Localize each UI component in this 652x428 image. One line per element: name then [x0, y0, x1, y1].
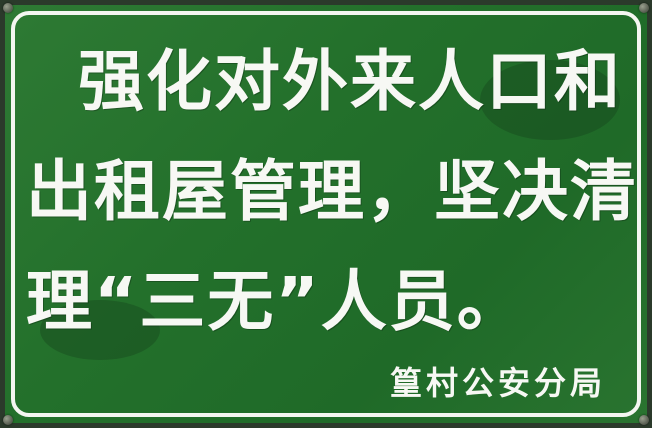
mounting-bolt-top-left	[3, 3, 13, 13]
mounting-bolt-top-right	[639, 3, 649, 13]
mounting-bolt-bottom-right	[639, 415, 649, 425]
sign-text-line-2: 出租屋管理，坚决清	[26, 153, 638, 230]
issuer-label: 篁村公安分局	[389, 364, 606, 402]
mounting-bolt-bottom-left	[3, 415, 13, 425]
sign-text-line-1: 强化对外来人口和	[78, 43, 622, 120]
sign-text-line-3: 理“三无”人员。	[26, 263, 525, 340]
